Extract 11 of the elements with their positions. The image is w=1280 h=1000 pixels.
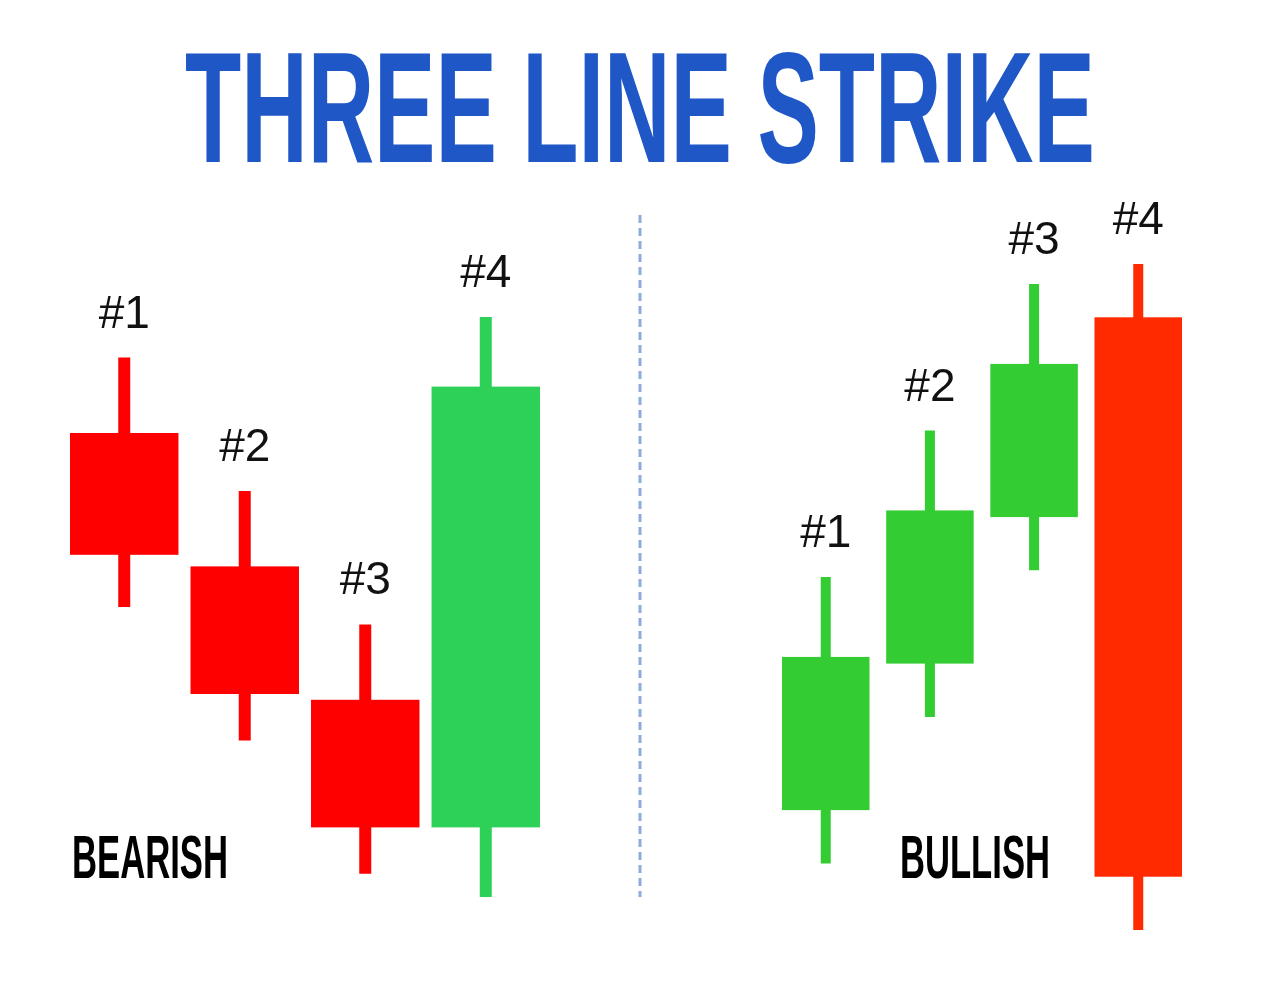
x-tick-label: #1 <box>98 285 150 338</box>
x-axis-title: BULLISH <box>900 822 1050 892</box>
x-tick-label: #2 <box>904 358 956 411</box>
x-tick-label: #2 <box>219 419 271 471</box>
x-tick-label: #4 <box>1112 192 1164 244</box>
chart-title: THREE LINE STRIKE <box>185 19 1095 195</box>
x-tick-label: #1 <box>800 505 852 558</box>
x-tick-label: #4 <box>460 245 512 297</box>
x-axis-title: BEARISH <box>72 822 228 892</box>
x-tick-label: #3 <box>1008 211 1060 264</box>
x-tick-label: #3 <box>339 552 391 605</box>
